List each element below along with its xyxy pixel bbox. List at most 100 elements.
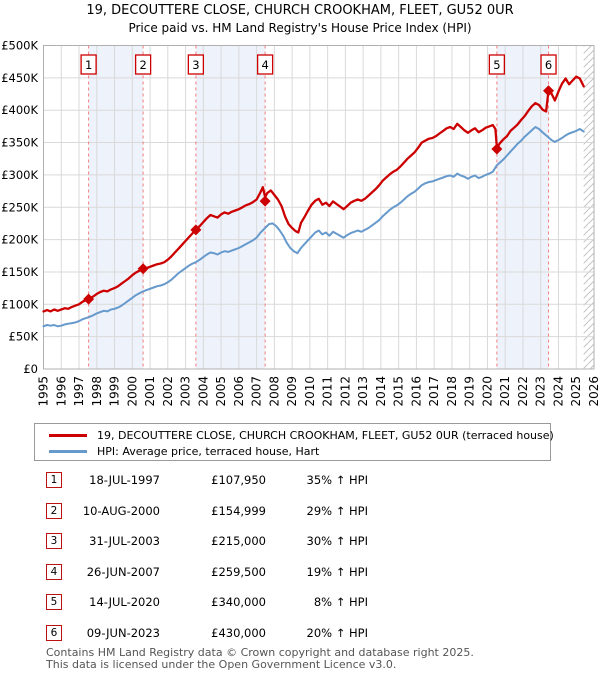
x-axis-year-label: 2012	[338, 376, 352, 407]
x-axis-year-label: 2019	[463, 376, 477, 407]
x-axis-year-label: 2010	[303, 376, 317, 407]
x-axis-year-label: 2017	[427, 376, 441, 407]
sale-number-box: 5	[46, 594, 62, 610]
chart-legend: 19, DECOUTTERE CLOSE, CHURCH CROOKHAM, F…	[34, 423, 554, 461]
sale-date: 26-JUN-2007	[86, 564, 160, 579]
y-axis-price-label: £350K	[1, 136, 38, 150]
sale-number-box	[540, 54, 557, 75]
sale-number-box	[256, 54, 274, 75]
property-price-line	[42, 75, 585, 313]
x-axis-year-label: 2011	[321, 376, 335, 407]
table-row: 5 14-JUL-2020 £340,000 8% ↑ HPI	[0, 594, 600, 611]
y-axis-price-label: £50K	[9, 330, 39, 344]
legend-label: 19, DECOUTTERE CLOSE, CHURCH CROOKHAM, F…	[97, 428, 554, 442]
x-axis-year-label: 2013	[356, 376, 370, 407]
y-axis-price-label: £500K	[1, 39, 38, 53]
sale-price: £215,000	[211, 534, 266, 548]
x-axis-year-label: 2021	[498, 376, 512, 407]
table-row: 4 26-JUN-2007 £259,500 19% ↑ HPI	[0, 563, 600, 581]
sale-date: 31-JUL-2003	[89, 534, 160, 548]
sale-number-label: 2	[139, 58, 146, 72]
sale-vs-hpi: 30% ↑ HPI	[306, 534, 368, 548]
page-subtitle: Price paid vs. HM Land Registry's House …	[128, 21, 472, 35]
sale-number-box: 2	[46, 502, 62, 519]
sale-marker-diamond	[190, 224, 202, 236]
sale-price: £154,999	[211, 503, 266, 518]
sale-price: £107,950	[211, 473, 266, 487]
x-axis-year-label: 1996	[54, 376, 68, 407]
hpi-line	[42, 126, 585, 328]
sale-number-box	[80, 54, 97, 75]
y-axis-price-label: £100K	[1, 297, 38, 311]
sale-marker-diamond	[491, 143, 503, 155]
x-axis-year-label: 2023	[534, 376, 548, 407]
sale-vs-hpi: 35% ↑ HPI	[306, 473, 368, 487]
y-axis-price-label: £250K	[1, 200, 38, 214]
sale-marker-diamond	[137, 263, 149, 275]
sale-marker-diamond	[259, 195, 271, 207]
x-axis-year-label: 2000	[125, 376, 139, 407]
x-axis-year-label: 1997	[72, 376, 86, 407]
y-axis-price-label: £450K	[1, 71, 38, 85]
x-axis-year-label: 2008	[267, 376, 281, 407]
table-row: 6 09-JUN-2023 £430,000 20% ↑ HPI	[0, 624, 600, 642]
sale-number-label: 6	[545, 58, 552, 72]
sale-marker-diamond	[83, 293, 95, 305]
x-axis-year-label: 2006	[232, 376, 246, 407]
table-row: 3 31-JUL-2003 £215,000 30% ↑ HPI	[0, 533, 600, 550]
y-axis-price-label: £0	[23, 362, 38, 376]
x-axis-year-label: 1999	[108, 376, 122, 407]
x-axis-year-label: 2024	[551, 376, 565, 407]
sale-number-box	[134, 54, 152, 75]
x-axis-year-label: 2015	[392, 376, 406, 407]
x-axis-year-label: 1995	[37, 376, 51, 407]
y-axis-price-label: £300K	[1, 168, 38, 182]
x-axis-year-label: 2007	[250, 376, 264, 407]
sale-number-box: 4	[46, 563, 62, 580]
sale-marker-diamond	[543, 85, 555, 97]
sale-date: 09-JUN-2023	[86, 625, 160, 640]
sale-number-box	[488, 54, 506, 75]
footer-copyright: Contains HM Land Registry data © Crown c…	[46, 646, 474, 659]
y-axis-price-label: £150K	[1, 265, 38, 279]
x-axis-year-label: 2020	[480, 376, 494, 407]
legend-line-swatch	[49, 433, 87, 437]
legend-item: 19, DECOUTTERE CLOSE, CHURCH CROOKHAM, F…	[35, 427, 554, 443]
x-axis-year-label: 1998	[90, 376, 104, 407]
x-axis-year-label: 2014	[374, 376, 388, 407]
legend-line-swatch	[49, 449, 87, 453]
sale-number-box: 6	[46, 624, 62, 641]
sale-number-label: 3	[192, 58, 199, 72]
x-axis-year-label: 2025	[569, 376, 583, 407]
sale-number-box: 1	[46, 472, 62, 488]
sale-price: £340,000	[211, 595, 266, 609]
x-axis-year-label: 2026	[587, 376, 600, 407]
y-axis-price-label: £200K	[1, 233, 38, 247]
x-axis-year-label: 2003	[179, 376, 193, 407]
x-axis-year-label: 2018	[445, 376, 459, 407]
sale-price: £259,500	[211, 564, 266, 579]
sale-date: 10-AUG-2000	[82, 503, 160, 518]
sale-vs-hpi: 19% ↑ HPI	[306, 564, 368, 579]
sale-number-box: 3	[46, 533, 62, 549]
sale-vs-hpi: 20% ↑ HPI	[306, 625, 368, 640]
x-axis-year-label: 2022	[516, 376, 530, 407]
x-axis-year-label: 2004	[196, 376, 210, 407]
sale-vs-hpi: 8% ↑ HPI	[313, 595, 368, 609]
legend-item: HPI: Average price, terraced house, Hart	[35, 443, 550, 459]
footer-licence: This data is licensed under the Open Gov…	[46, 658, 397, 671]
x-axis-year-label: 2002	[161, 376, 175, 407]
sale-vs-hpi: 29% ↑ HPI	[306, 503, 368, 518]
sale-price: £430,000	[211, 625, 266, 640]
sale-date: 18-JUL-1997	[89, 473, 160, 487]
sale-number-label: 1	[85, 58, 92, 72]
plot-border	[43, 45, 595, 370]
legend-label: HPI: Average price, terraced house, Hart	[97, 444, 320, 458]
x-axis-year-label: 2005	[214, 376, 228, 407]
y-axis-price-label: £400K	[1, 103, 38, 117]
sale-number-label: 4	[261, 58, 268, 72]
page-title: 19, DECOUTTERE CLOSE, CHURCH CROOKHAM, F…	[86, 3, 514, 18]
sale-number-box	[187, 54, 205, 75]
x-axis-year-label: 2009	[285, 376, 299, 407]
